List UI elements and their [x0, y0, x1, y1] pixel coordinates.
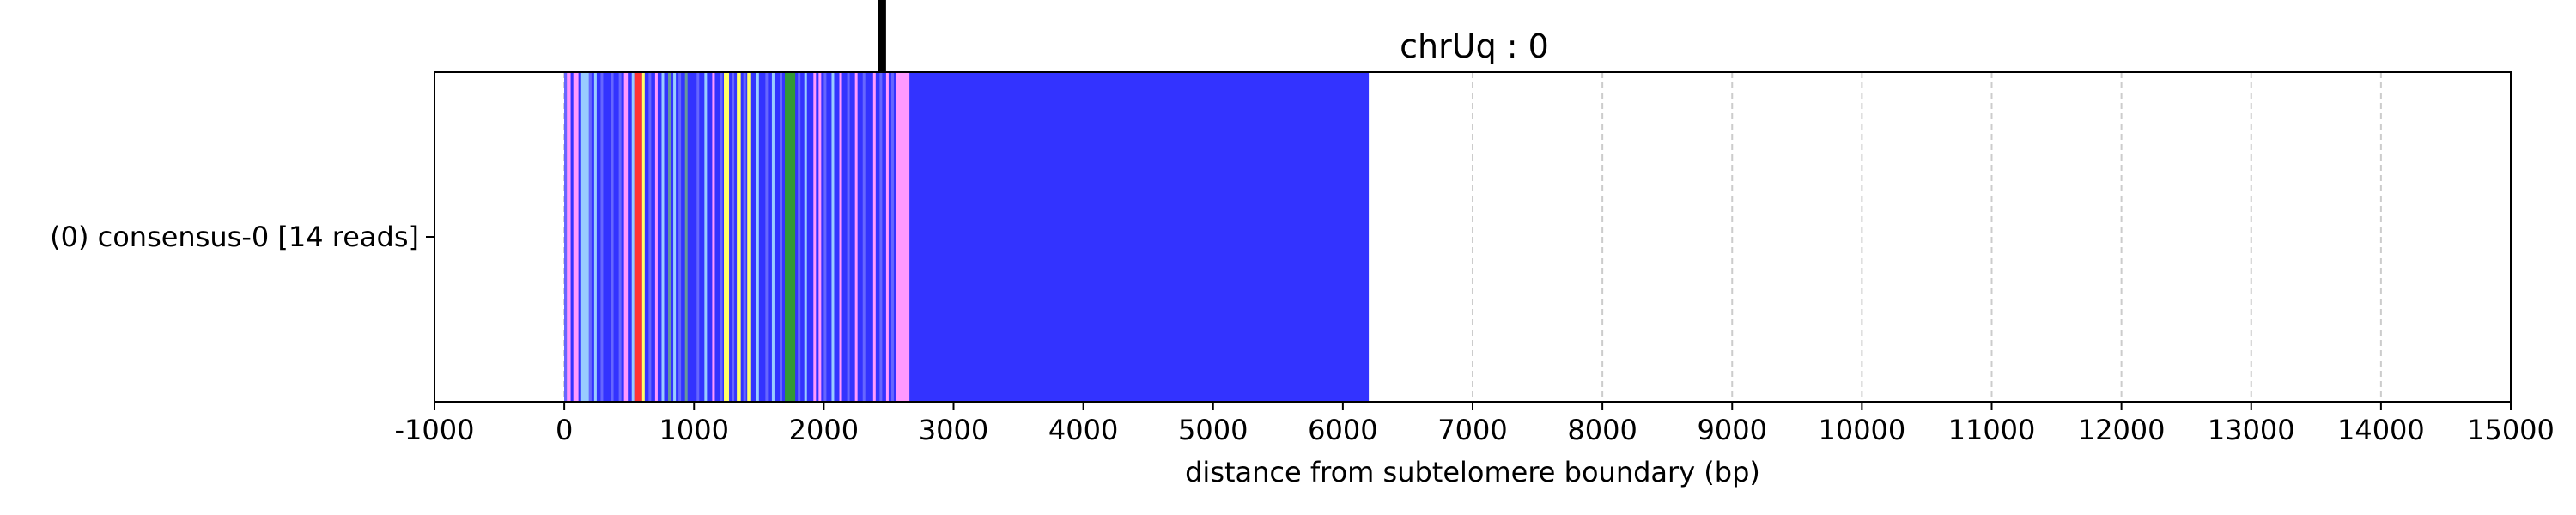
- x-tick-label: 15000: [2467, 414, 2555, 446]
- repeat-segment: [588, 72, 592, 402]
- repeat-segment: [818, 72, 822, 402]
- repeat-segment: [732, 72, 735, 402]
- repeat-segment: [673, 72, 677, 402]
- repeat-segment: [567, 72, 571, 402]
- repeat-segment: [720, 72, 723, 402]
- x-tick-label: 6000: [1308, 414, 1377, 446]
- plot-frame: [434, 71, 2512, 403]
- repeat-segment: [618, 72, 622, 402]
- chart-title: chrUq : 0: [1400, 27, 1549, 65]
- y-axis: (0) consensus-0 [14 reads]: [50, 221, 434, 253]
- repeat-segment: [712, 72, 715, 402]
- repeat-segment: [678, 72, 682, 402]
- repeat-segment: [890, 72, 894, 402]
- repeat-segment: [831, 72, 835, 402]
- repeat-segment: [631, 72, 635, 402]
- x-tick-label: 1000: [659, 414, 729, 446]
- repeat-segment: [765, 72, 769, 402]
- repeat-segment: [593, 72, 597, 402]
- bars: [564, 72, 1370, 402]
- repeat-segment: [696, 72, 700, 402]
- repeat-segment: [879, 72, 883, 402]
- repeat-segment: [743, 72, 746, 402]
- repeat-segment: [564, 72, 568, 402]
- x-tick-label: 10000: [1818, 414, 1905, 446]
- repeat-segment: [684, 72, 688, 402]
- x-tick-label: 3000: [919, 414, 988, 446]
- repeat-segment: [600, 72, 604, 402]
- repeat-segment: [823, 72, 827, 402]
- repeat-segment: [785, 72, 796, 402]
- x-tick-label: 2000: [789, 414, 859, 446]
- repeat-segment: [623, 72, 629, 402]
- repeat-segment: [813, 72, 817, 402]
- repeat-segment: [580, 72, 589, 402]
- x-tick-label: 5000: [1178, 414, 1248, 446]
- repeat-segment: [634, 72, 642, 402]
- repeat-segment: [756, 72, 759, 402]
- repeat-segment: [804, 72, 807, 402]
- repeat-segment: [611, 72, 614, 402]
- x-tick-label: 4000: [1048, 414, 1118, 446]
- repeat-segment: [641, 72, 645, 402]
- x-tick-label: 8000: [1567, 414, 1637, 446]
- x-tick-label: 0: [556, 414, 573, 446]
- repeat-segment: [747, 72, 751, 402]
- repeat-segment: [661, 72, 665, 402]
- y-tick-label: (0) consensus-0 [14 reads]: [50, 221, 419, 253]
- repeat-segment: [573, 72, 579, 402]
- repeat-segment: [771, 72, 775, 402]
- x-tick-label: 9000: [1698, 414, 1767, 446]
- x-tick-label: 13000: [2208, 414, 2295, 446]
- repeat-segment: [839, 72, 842, 402]
- repeat-segment: [648, 72, 652, 402]
- repeat-segment: [668, 72, 671, 402]
- repeat-segment: [798, 72, 801, 402]
- repeat-segment: [854, 72, 858, 402]
- x-tick-label: 12000: [2078, 414, 2166, 446]
- repeat-segment: [578, 72, 581, 402]
- x-tick-label: 7000: [1437, 414, 1507, 446]
- repeat-segment: [737, 72, 741, 402]
- repeat-segment: [724, 72, 730, 402]
- repeat-segment: [862, 72, 866, 402]
- x-tick-label: 14000: [2337, 414, 2425, 446]
- repeat-segment: [779, 72, 783, 402]
- x-tick-label: -1000: [395, 414, 475, 446]
- repeat-segment: [570, 72, 574, 402]
- x-axis-ticks: -1000 0 1000 2000 3000 4000 5000 6000 7000 8000 90…: [395, 402, 2555, 446]
- repeat-segment: [896, 72, 910, 402]
- x-axis-label: distance from subtelomere boundary (bp): [1185, 456, 1760, 488]
- repeat-segment: [654, 72, 658, 402]
- x-tick-label: 11000: [1948, 414, 2036, 446]
- repeat-segment: [872, 72, 876, 402]
- repeat-segment: [885, 72, 889, 402]
- repeat-segment: [704, 72, 708, 402]
- repeat-segment: [847, 72, 850, 402]
